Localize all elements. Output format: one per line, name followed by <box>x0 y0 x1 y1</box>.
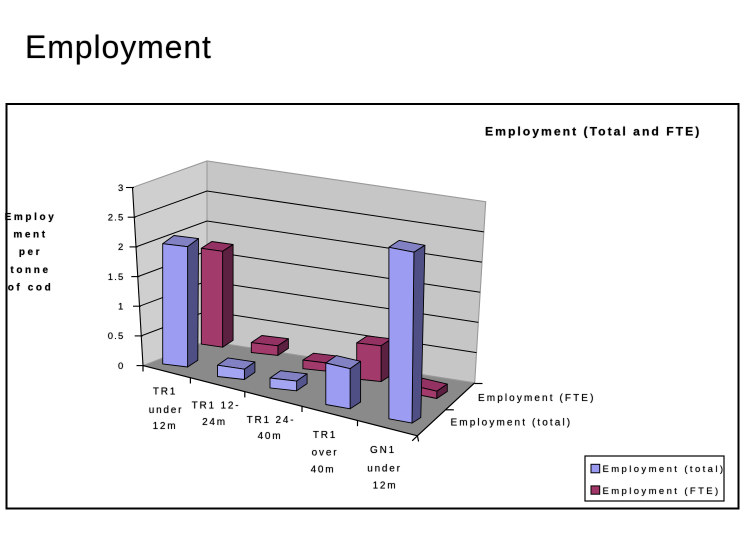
svg-text:3: 3 <box>118 183 124 194</box>
svg-text:TR1: TR1 <box>313 430 337 441</box>
svg-text:0.5: 0.5 <box>108 331 125 342</box>
svg-text:2: 2 <box>118 242 124 253</box>
svg-text:Employment (total): Employment (total) <box>603 464 726 475</box>
svg-text:ment: ment <box>13 229 47 240</box>
svg-text:TR1: TR1 <box>153 386 177 397</box>
svg-text:TR1 24-: TR1 24- <box>247 415 296 426</box>
svg-text:1.5: 1.5 <box>108 272 125 283</box>
svg-text:over: over <box>312 448 339 459</box>
svg-text:Employ: Employ <box>5 212 57 223</box>
svg-text:under: under <box>367 464 402 475</box>
svg-text:Employment (total): Employment (total) <box>451 417 573 428</box>
svg-text:1: 1 <box>118 302 124 313</box>
svg-text:TR1 12-: TR1 12- <box>192 401 241 412</box>
svg-text:under: under <box>149 405 184 416</box>
svg-text:24m: 24m <box>202 417 227 428</box>
svg-text:tonne: tonne <box>10 265 50 276</box>
svg-text:Employment (FTE): Employment (FTE) <box>478 393 596 404</box>
svg-text:per: per <box>19 247 42 258</box>
svg-text:2.5: 2.5 <box>108 213 125 224</box>
svg-text:40m: 40m <box>258 431 283 442</box>
svg-text:12m: 12m <box>153 421 178 432</box>
svg-text:40m: 40m <box>311 464 336 475</box>
svg-text:GN1: GN1 <box>370 445 396 456</box>
svg-text:of cod: of cod <box>8 283 54 294</box>
svg-text:Employment (Total and FTE): Employment (Total and FTE) <box>485 125 701 139</box>
svg-text:Employment (FTE): Employment (FTE) <box>603 486 721 497</box>
svg-text:0: 0 <box>118 361 124 372</box>
svg-text:12m: 12m <box>373 481 398 492</box>
